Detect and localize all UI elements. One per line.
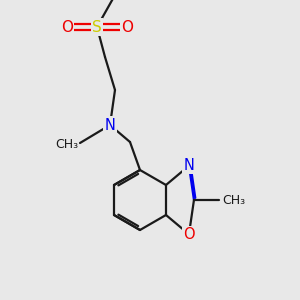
Text: N: N	[105, 118, 116, 133]
Text: N: N	[184, 158, 194, 173]
Text: CH₃: CH₃	[55, 137, 78, 151]
Text: S: S	[92, 20, 102, 34]
Text: O: O	[121, 20, 133, 34]
Text: CH₃: CH₃	[223, 194, 246, 206]
Text: O: O	[183, 227, 195, 242]
Text: O: O	[61, 20, 73, 34]
